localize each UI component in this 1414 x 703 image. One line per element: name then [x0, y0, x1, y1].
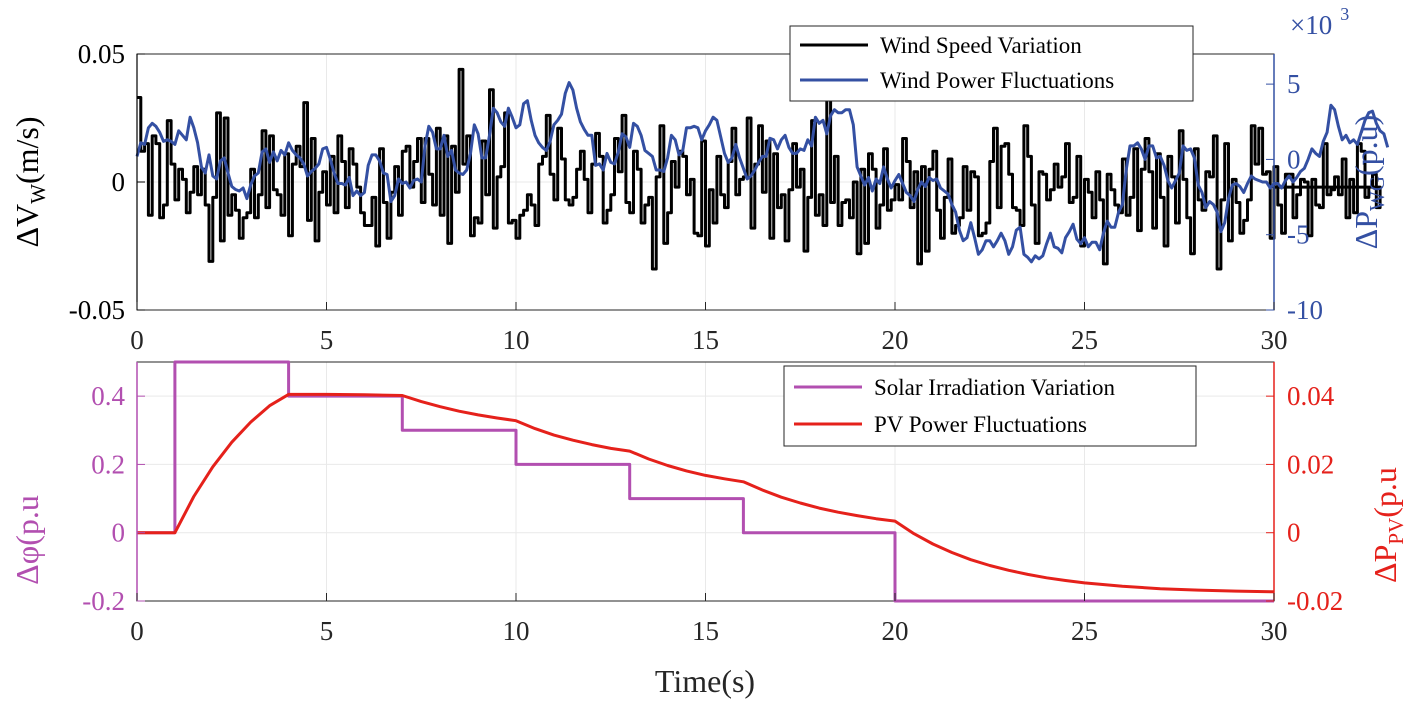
top-legend-box: [789, 25, 1194, 102]
top-legend: Wind Speed Variation Wind Power Fluctuat…: [789, 25, 1194, 102]
left-tick-label: -0.2: [82, 586, 125, 616]
series-line-wind-power-fluctuations: [135, 81, 1390, 264]
bottom-panel: 0 5 10 15 20 25 30 0.40.20-0.2 0.040.020-0.02 …: [9, 360, 1408, 699]
top-panel: 0 5 10 15 20 25 30 0.050-0.05 50-5-10 ΔVW(m/s)…: [9, 4, 1390, 355]
bottom-series-group: [137, 360, 1275, 603]
right-tick-label: -0.02: [1287, 586, 1343, 616]
bottom-x-axis-label: Time(s): [655, 663, 755, 699]
bottom-left-axis-label: Δφ(p.u: [9, 495, 45, 585]
left-tick-label: 0.4: [91, 381, 125, 411]
top-right-axis-label: ΔPWG(p.u): [1348, 115, 1389, 250]
bottom-left-ticks: 0.4 0.2 0 -0.2: [82, 381, 145, 616]
right-tick-label: -10: [1287, 295, 1323, 325]
x-tick-label: 30: [1261, 325, 1288, 355]
bottom-x-ticks: 0 5 10 15 20 25 30: [130, 593, 1288, 646]
x-tick-label: 30: [1261, 616, 1288, 646]
series-line-solar-irradiation-variation: [137, 360, 1274, 603]
top-right-multiplier: ×10 3: [1290, 4, 1349, 40]
x-tick-label: 5: [320, 325, 334, 355]
x-tick-label: 15: [692, 616, 719, 646]
right-tick-label: 5: [1287, 69, 1301, 99]
bottom-legend: Solar Irradiation Variation PV Power Flu…: [783, 365, 1197, 447]
series-line-pv-power-fluctuations: [137, 392, 1275, 594]
left-tick-label: 0.2: [91, 449, 125, 479]
x-tick-label: 20: [882, 616, 909, 646]
right-tick-label: 0.04: [1287, 381, 1335, 411]
x-tick-label: 15: [692, 325, 719, 355]
x-tick-label: 25: [1071, 616, 1098, 646]
x-tick-label: 5: [320, 616, 334, 646]
x-tick-label: 10: [503, 616, 530, 646]
legend-label-wind-power: Wind Power Fluctuations: [880, 68, 1114, 93]
legend-label-pv: PV Power Fluctuations: [874, 412, 1087, 437]
x-tick-label: 0: [130, 616, 144, 646]
legend-label-wind-speed: Wind Speed Variation: [880, 33, 1082, 58]
x-tick-label: 20: [882, 325, 909, 355]
top-left-axis-label: ΔVW(m/s): [9, 116, 50, 247]
right-tick-label: 0: [1287, 144, 1301, 174]
right-tick-label: -5: [1287, 220, 1310, 250]
left-tick-label: 0.05: [78, 39, 125, 69]
right-tick-label: 0: [1287, 518, 1301, 548]
left-tick-label: 0: [112, 167, 126, 197]
bottom-right-ticks: 0.04 0.02 0 -0.02: [1266, 381, 1343, 616]
top-right-ticks: 5 0 -5 -10: [1266, 69, 1323, 325]
x-tick-label: 0: [130, 325, 144, 355]
left-tick-label: -0.05: [69, 295, 125, 325]
bottom-right-axis-label: ΔPPV(p.u: [1367, 467, 1408, 583]
top-left-ticks: 0.05 0 -0.05: [69, 39, 145, 325]
right-tick-label: 0.02: [1287, 449, 1334, 479]
x-tick-label: 10: [503, 325, 530, 355]
top-series-group: [135, 67, 1390, 271]
legend-label-solar: Solar Irradiation Variation: [874, 375, 1116, 400]
top-x-ticks: 0 5 10 15 20 25 30: [130, 302, 1288, 355]
bottom-legend-box: [783, 365, 1197, 447]
x-tick-label: 25: [1071, 325, 1098, 355]
series-line-wind-speed-variation: [137, 67, 1382, 271]
left-tick-label: 0: [112, 518, 126, 548]
